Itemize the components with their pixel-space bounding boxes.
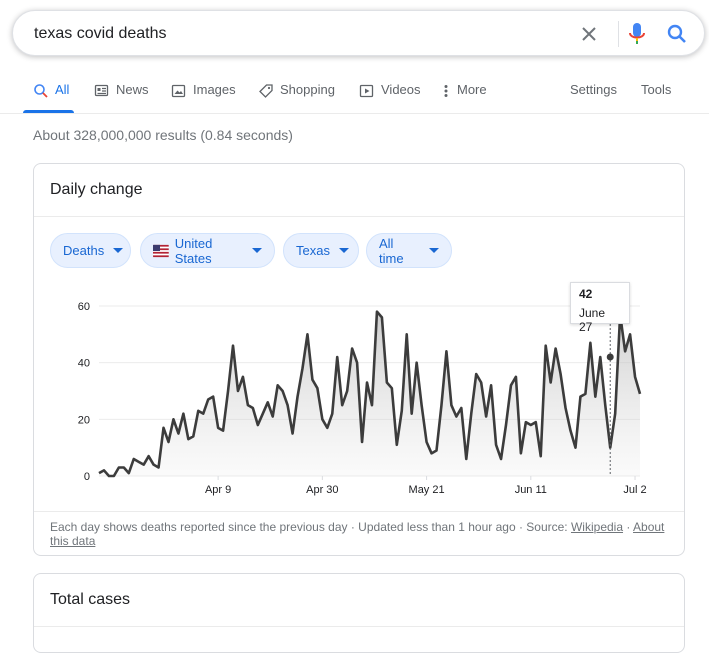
- y-tick-label: 0: [84, 471, 90, 483]
- country-filter-chip[interactable]: United States: [140, 233, 275, 268]
- close-icon: [577, 22, 601, 46]
- tab-news[interactable]: News: [94, 74, 149, 113]
- x-tick-label: Apr 30: [306, 484, 338, 496]
- chevron-down-icon: [113, 248, 123, 253]
- x-tick-label: May 21: [409, 484, 445, 496]
- metric-filter-chip[interactable]: Deaths: [50, 233, 131, 268]
- search-divider: [618, 21, 619, 47]
- region-filter-label: Texas: [296, 243, 330, 258]
- tab-tools[interactable]: Tools: [641, 74, 671, 113]
- voice-search-button[interactable]: [625, 20, 649, 48]
- chart-footer-note: Each day shows deaths reported since the…: [50, 520, 670, 548]
- tab-more[interactable]: More: [441, 74, 487, 113]
- play-icon: [359, 83, 375, 99]
- search-submit-button[interactable]: [665, 22, 689, 46]
- tab-videos[interactable]: Videos: [359, 74, 421, 113]
- y-tick-label: 40: [78, 358, 90, 370]
- tab-settings[interactable]: Settings: [570, 74, 617, 113]
- total-cases-card: Total cases: [33, 573, 685, 653]
- search-box: [12, 10, 705, 56]
- card-title: Daily change: [50, 181, 143, 199]
- source-link[interactable]: Wikipedia: [571, 520, 623, 534]
- clear-search-button[interactable]: [577, 22, 601, 46]
- tab-videos-label: Videos: [381, 82, 421, 97]
- microphone-icon: [625, 20, 649, 48]
- chevron-down-icon: [429, 248, 439, 253]
- tab-news-label: News: [116, 82, 149, 97]
- country-filter-label: United States: [175, 236, 243, 266]
- us-flag-icon: [153, 244, 169, 258]
- total-cases-title: Total cases: [50, 591, 130, 609]
- covid-stats-card: Daily change Deaths United States Texas …: [33, 163, 685, 556]
- chart-tooltip: 42 June 27: [570, 282, 630, 324]
- range-filter-chip[interactable]: All time: [366, 233, 452, 268]
- chevron-down-icon: [252, 248, 262, 253]
- region-filter-chip[interactable]: Texas: [283, 233, 359, 268]
- x-tick-label: Jul 2: [623, 484, 646, 496]
- result-stats: About 328,000,000 results (0.84 seconds): [33, 127, 293, 143]
- tab-images-label: Images: [193, 82, 236, 97]
- highlight-point: [607, 354, 614, 361]
- range-filter-label: All time: [379, 236, 420, 266]
- search-tabs: All News Images Shopping Videos: [0, 74, 709, 114]
- tab-all-label: All: [55, 82, 69, 97]
- y-tick-label: 60: [78, 301, 90, 313]
- news-icon: [94, 83, 110, 99]
- tab-all[interactable]: All: [33, 74, 69, 113]
- y-tick-label: 20: [78, 414, 90, 426]
- total-cases-divider: [34, 626, 684, 627]
- search-input[interactable]: [34, 22, 554, 46]
- active-tab-indicator: [23, 110, 74, 113]
- tooltip-date: June 27: [579, 306, 621, 334]
- more-vert-icon: [441, 83, 451, 99]
- tab-images[interactable]: Images: [171, 74, 236, 113]
- card-divider: [34, 216, 684, 217]
- tab-more-label: More: [457, 82, 487, 97]
- search-icon: [665, 22, 689, 46]
- card-footer-divider: [34, 511, 684, 512]
- x-tick-label: Jun 11: [515, 484, 547, 496]
- footer-text: Each day shows deaths reported since the…: [50, 520, 571, 534]
- tab-settings-label: Settings: [570, 82, 617, 97]
- x-tick-label: Apr 9: [205, 484, 231, 496]
- tab-shopping-label: Shopping: [280, 82, 335, 97]
- tag-icon: [258, 83, 274, 99]
- chevron-down-icon: [339, 248, 349, 253]
- search-icon: [33, 83, 49, 99]
- tooltip-value: 42: [579, 287, 621, 301]
- tab-shopping[interactable]: Shopping: [258, 74, 335, 113]
- tab-tools-label: Tools: [641, 82, 671, 97]
- image-icon: [171, 83, 187, 99]
- metric-filter-label: Deaths: [63, 243, 104, 258]
